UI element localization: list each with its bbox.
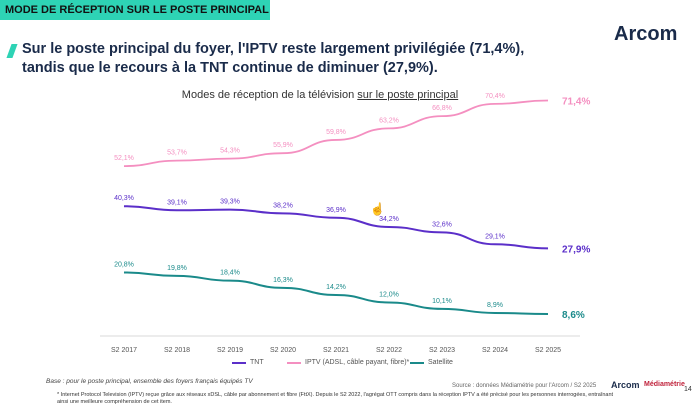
legend-label-iptv: IPTV (ADSL, câble payant, fibre)* xyxy=(305,359,410,366)
x-tick-label: S2 2021 xyxy=(323,347,349,354)
footer-mediametrie-logo: Médiamétrie xyxy=(644,381,685,388)
legend-item-iptv: IPTV (ADSL, câble payant, fibre)* xyxy=(287,359,409,366)
legend-label-tnt: TNT xyxy=(250,359,264,366)
section-tag: MODE DE RÉCEPTION SUR LE POSTE PRINCIPAL xyxy=(0,0,270,20)
data-label: 39,1% xyxy=(167,199,187,206)
chart-title-underlined: sur le poste principal xyxy=(357,89,459,101)
data-label: 20,8% xyxy=(114,262,134,269)
data-label: 8,9% xyxy=(487,302,503,309)
data-label: 40,3% xyxy=(114,195,134,202)
data-label: 19,8% xyxy=(167,265,187,272)
data-label: 29,1% xyxy=(485,233,505,240)
data-label: 12,0% xyxy=(379,291,399,298)
data-label: 32,6% xyxy=(432,221,452,228)
data-label: 71,4% xyxy=(562,96,590,107)
data-label: 27,9% xyxy=(562,244,590,255)
data-label: 55,9% xyxy=(273,142,293,149)
data-label: 34,2% xyxy=(379,216,399,223)
footer-arcom-logo: Arcom xyxy=(611,380,640,390)
data-label: 53,7% xyxy=(167,150,187,157)
data-label: 14,2% xyxy=(326,284,346,291)
data-label: 63,2% xyxy=(379,117,399,124)
data-label: 16,3% xyxy=(273,277,293,284)
x-tick-label: S2 2020 xyxy=(270,347,296,354)
legend-item-satellite: Satellite xyxy=(410,359,453,366)
data-label: 54,3% xyxy=(220,148,240,155)
data-label: 70,4% xyxy=(485,93,505,100)
headline-line-2: tandis que le recours à la TNT continue … xyxy=(22,60,438,76)
data-label: 38,2% xyxy=(273,202,293,209)
legend-label-satellite: Satellite xyxy=(428,359,453,366)
legend-swatch-satellite xyxy=(410,361,424,364)
data-label: 36,9% xyxy=(326,207,346,214)
logo-text: Arcom xyxy=(614,23,677,45)
x-tick-label: S2 2019 xyxy=(217,347,243,354)
x-tick-label: S2 2024 xyxy=(482,347,508,354)
chart-title-prefix: Modes de réception de la télévision xyxy=(181,89,358,101)
chart-title: Modes de réception de la télévision sur … xyxy=(0,89,640,101)
hand-cursor-icon: ☝ xyxy=(370,202,385,216)
arcom-logo: Arcom xyxy=(614,23,677,45)
footnote: * Internet Protocol Television (IPTV) re… xyxy=(57,392,614,405)
headline-line-1: Sur le poste principal du foyer, l'IPTV … xyxy=(22,41,525,57)
data-label: 66,8% xyxy=(432,105,452,112)
data-label: 52,1% xyxy=(114,155,134,162)
data-label: 8,6% xyxy=(562,310,585,321)
legend-item-tnt: TNT xyxy=(232,359,264,366)
legend-swatch-tnt xyxy=(232,361,246,364)
x-tick-label: S2 2018 xyxy=(164,347,190,354)
base-note: Base : pour le poste principal, ensemble… xyxy=(46,378,253,385)
data-label: 10,1% xyxy=(432,298,452,305)
legend-swatch-iptv xyxy=(287,361,301,364)
page-number: 14 xyxy=(684,386,692,393)
data-label: 59,8% xyxy=(326,129,346,136)
data-label: 39,3% xyxy=(220,199,240,206)
x-tick-label: S2 2023 xyxy=(429,347,455,354)
x-tick-label: S2 2022 xyxy=(376,347,402,354)
source-note: Source : données Médiamétrie pour l'Arco… xyxy=(452,383,597,389)
x-tick-label: S2 2017 xyxy=(111,347,137,354)
series-line-2 xyxy=(123,271,549,315)
data-label: 18,4% xyxy=(220,270,240,277)
headline: Sur le poste principal du foyer, l'IPTV … xyxy=(22,40,582,78)
x-tick-label: S2 2025 xyxy=(535,347,561,354)
